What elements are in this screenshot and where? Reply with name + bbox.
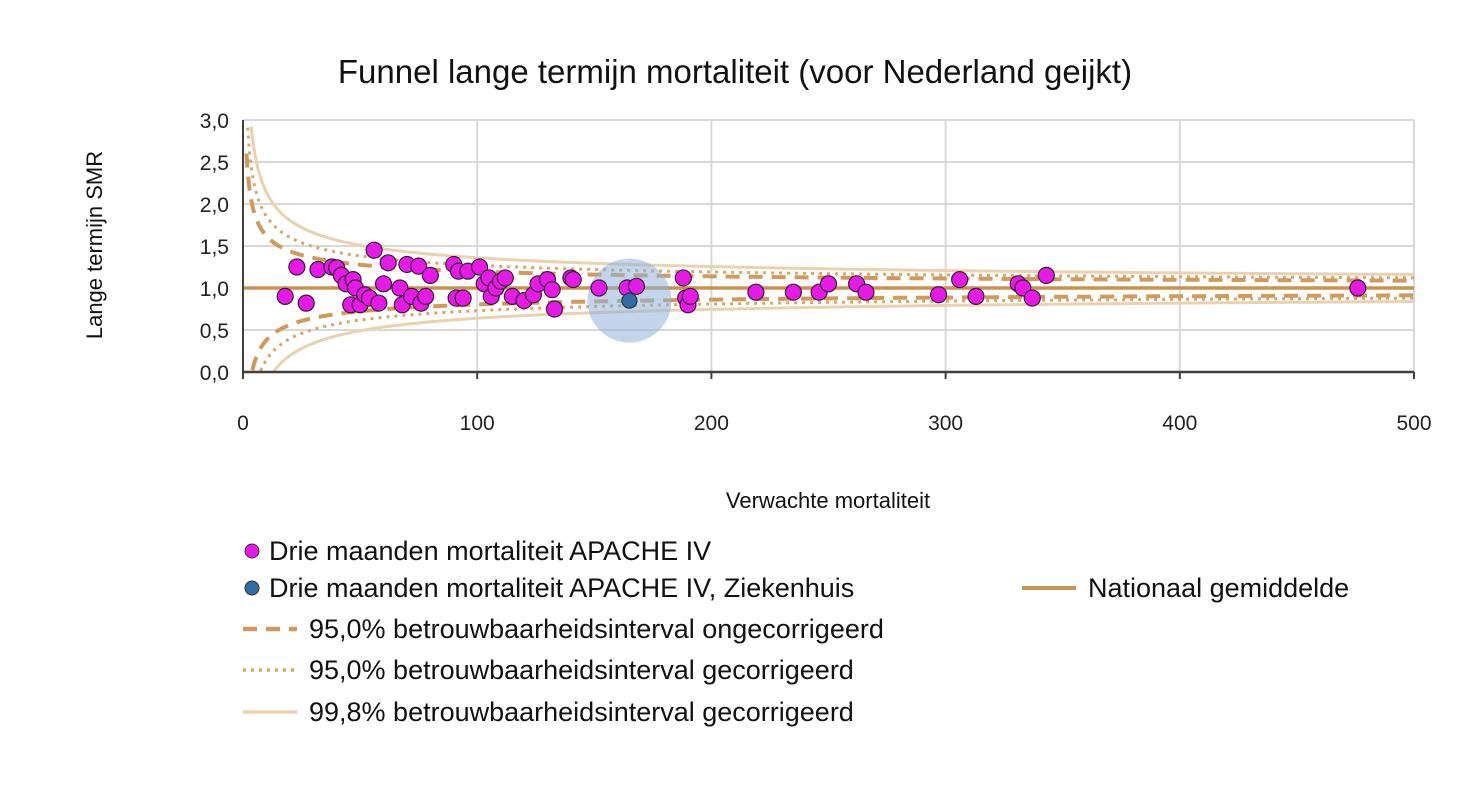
hospital-point (857, 283, 875, 301)
confidence-funnels (243, 126, 1415, 373)
funnel-upper-line (244, 153, 1414, 283)
hospital-point (379, 254, 397, 272)
chart-title: Funnel lange termijn mortaliteit (voor N… (338, 53, 1132, 90)
hospital-point (967, 287, 985, 305)
legend-own-hospital: Drie maanden mortaliteit APACHE IV, Ziek… (244, 573, 854, 603)
legend-marker (244, 543, 260, 559)
y-tick-label: 2,0 (200, 194, 229, 217)
legend: Drie maanden mortaliteit APACHE IV Drie m… (243, 536, 1349, 727)
axes (242, 120, 1415, 379)
legend-marker (244, 580, 260, 596)
legend-label: Nationaal gemiddelde (1088, 573, 1349, 603)
x-tick-label: 0 (237, 412, 249, 435)
hospital-point (627, 277, 646, 295)
x-tick-label: 100 (460, 412, 495, 435)
y-tick-label: 1,5 (200, 236, 229, 259)
x-tick-label: 400 (1162, 412, 1197, 435)
funnel-upper-line (249, 126, 1415, 276)
legend-label: 95,0% betrouwbaarheidsinterval ongecorri… (309, 614, 884, 644)
hospital-point (454, 289, 472, 307)
hospital-point (1037, 266, 1055, 284)
legend-ci95-corrected: 95,0% betrouwbaarheidsinterval gecorrige… (243, 655, 854, 685)
legend-national-average: Nationaal gemiddelde (1022, 573, 1349, 603)
legend-label: 95,0% betrouwbaarheidsinterval gecorrige… (309, 655, 854, 685)
grid (243, 119, 1415, 372)
hospital-point (929, 286, 948, 304)
hospital-point (1023, 289, 1041, 307)
legend-hospitals: Drie maanden mortaliteit APACHE IV (244, 536, 711, 566)
own-hospital-point (621, 292, 638, 309)
hospital-point (819, 275, 838, 293)
hospital-point (288, 258, 306, 276)
legend-ci95-uncorrected: 95,0% betrouwbaarheidsinterval ongecorri… (243, 614, 884, 644)
legend-ci998-corrected: 99,8% betrouwbaarheidsinterval gecorrige… (243, 697, 854, 727)
x-tick-label: 300 (928, 412, 963, 435)
funnel-lower-line (272, 300, 1415, 373)
x-tick-label: 500 (1396, 412, 1431, 435)
x-tick-label: 200 (694, 412, 729, 435)
x-axis-label: Verwachte mortaliteit (726, 488, 930, 513)
legend-label: Drie maanden mortaliteit APACHE IV, Ziek… (269, 573, 854, 603)
funnel-upper-line (246, 127, 1415, 280)
hospital-point (297, 294, 315, 312)
hospital-point (590, 279, 608, 297)
funnel-lower-line (259, 296, 1415, 372)
hospital-point (1349, 279, 1367, 297)
hospital-point (421, 266, 439, 284)
y-tick-label: 2,5 (200, 152, 229, 175)
hospital-point (374, 275, 393, 293)
hospital-point (417, 287, 435, 305)
hospital-point (784, 283, 802, 301)
y-tick-label: 1,0 (200, 278, 229, 301)
hospital-point (545, 300, 564, 318)
y-tick-label: 0,0 (200, 362, 229, 385)
funnel-lower-line (250, 293, 1414, 371)
hospital-point (309, 260, 327, 279)
tick-labels: 0,0 0,5 1,0 1,5 2,0 2,5 3,0 0 100 200 300 400 500 (200, 110, 1432, 435)
hospital-point (470, 258, 489, 276)
hospital-point (951, 271, 969, 289)
hospital-point (543, 281, 561, 299)
y-tick-label: 3,0 (200, 110, 229, 133)
legend-label: 99,8% betrouwbaarheidsinterval gecorrige… (309, 697, 854, 727)
hospital-point (496, 269, 514, 287)
hospital-point (674, 269, 692, 287)
hospital-point (370, 294, 388, 312)
hospital-point (747, 283, 765, 301)
hospital-point (681, 287, 699, 305)
hospital-point (365, 241, 383, 259)
hospital-point (564, 271, 582, 289)
hospital-point (276, 287, 294, 305)
y-tick-label: 0,5 (200, 320, 229, 343)
legend-label: Drie maanden mortaliteit APACHE IV (269, 536, 711, 566)
hospital-point (410, 257, 428, 275)
data-points (276, 241, 1367, 318)
hospital-point (391, 279, 409, 297)
y-axis-label: Lange termijn SMR (82, 151, 107, 339)
